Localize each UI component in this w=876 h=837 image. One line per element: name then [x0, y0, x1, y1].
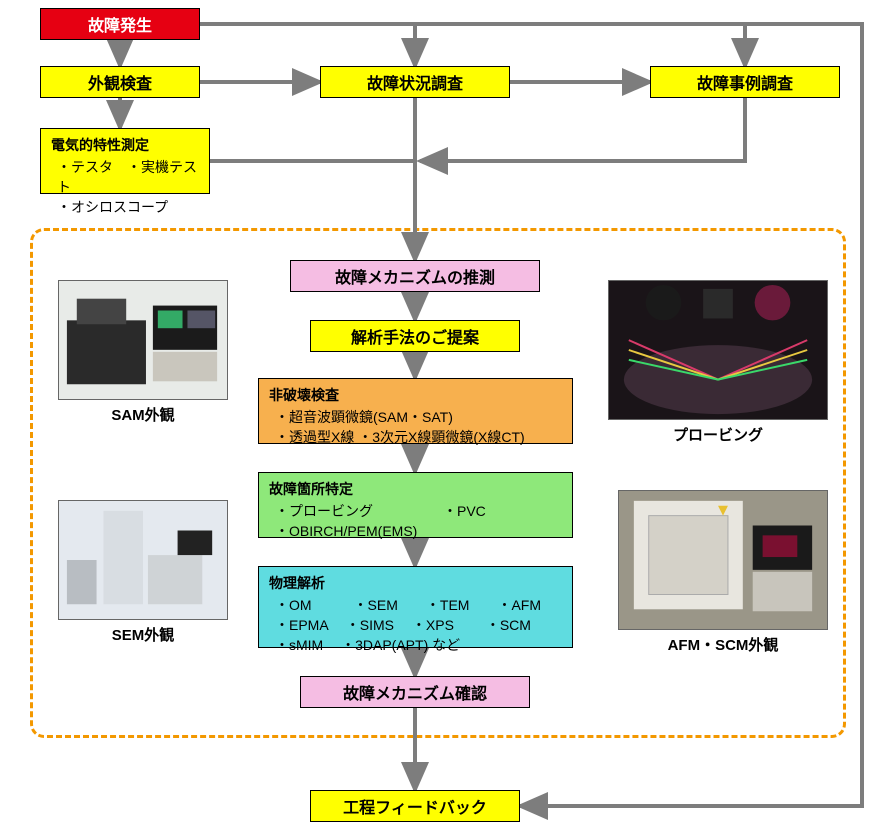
node-mechanism-estimate: 故障メカニズムの推測 — [290, 260, 540, 292]
detail-title: 物理解析 — [269, 573, 562, 593]
photo-sem — [58, 500, 228, 620]
node-mechanism-confirm: 故障メカニズム確認 — [300, 676, 530, 708]
node-nondestructive: 非破壊検査 ・超音波顕微鏡(SAM・SAT) ・透過型X線 ・3次元X線顕微鏡(… — [258, 378, 573, 444]
node-localize: 故障箇所特定 ・プロービング ・PVC ・OBIRCH/PEM(EMS) — [258, 472, 573, 538]
detail-title: 非破壊検査 — [269, 385, 562, 405]
node-label: 故障メカニズムの推測 — [335, 264, 495, 288]
detail-line: ・OM ・SEM ・TEM ・AFM — [269, 595, 562, 615]
photo-probing — [608, 280, 828, 420]
caption-probing: プロービング — [608, 424, 828, 445]
node-failure-situation: 故障状況調査 — [320, 66, 510, 98]
detail-line: ・OBIRCH/PEM(EMS) — [269, 521, 562, 541]
detail-line: ・透過型X線 ・3次元X線顕微鏡(X線CT) — [269, 427, 562, 447]
detail-line: ・テスタ ・実機テスト — [51, 157, 199, 197]
detail-title: 電気的特性測定 — [51, 135, 199, 155]
detail-line: ・プロービング ・PVC — [269, 501, 562, 521]
node-failure-occurred: 故障発生 — [40, 8, 200, 40]
node-failure-case-study: 故障事例調査 — [650, 66, 840, 98]
node-method-proposal: 解析手法のご提案 — [310, 320, 520, 352]
node-label: 故障メカニズム確認 — [343, 680, 487, 704]
node-label: 工程フィードバック — [343, 794, 487, 818]
caption-sam: SAM外観 — [58, 404, 228, 425]
node-visual-inspection: 外観検査 — [40, 66, 200, 98]
detail-line: ・EPMA ・SIMS ・XPS ・SCM — [269, 615, 562, 635]
node-electrical-measurement: 電気的特性測定 ・テスタ ・実機テスト ・オシロスコープ — [40, 128, 210, 194]
node-label: 解析手法のご提案 — [351, 324, 479, 348]
detail-title: 故障箇所特定 — [269, 479, 562, 499]
detail-line: ・オシロスコープ — [51, 197, 199, 217]
photo-afm-scm — [618, 490, 828, 630]
node-label: 外観検査 — [88, 70, 152, 94]
node-process-feedback: 工程フィードバック — [310, 790, 520, 822]
photo-sam — [58, 280, 228, 400]
caption-sem: SEM外観 — [58, 624, 228, 645]
node-physical-analysis: 物理解析 ・OM ・SEM ・TEM ・AFM ・EPMA ・SIMS ・XPS… — [258, 566, 573, 648]
node-label: 故障事例調査 — [697, 70, 793, 94]
detail-line: ・sMIM ・3DAP(APT) など — [269, 635, 562, 655]
node-label: 故障状況調査 — [367, 70, 463, 94]
node-label: 故障発生 — [88, 12, 152, 36]
detail-line: ・超音波顕微鏡(SAM・SAT) — [269, 407, 562, 427]
caption-afm-scm: AFM・SCM外観 — [618, 634, 828, 655]
